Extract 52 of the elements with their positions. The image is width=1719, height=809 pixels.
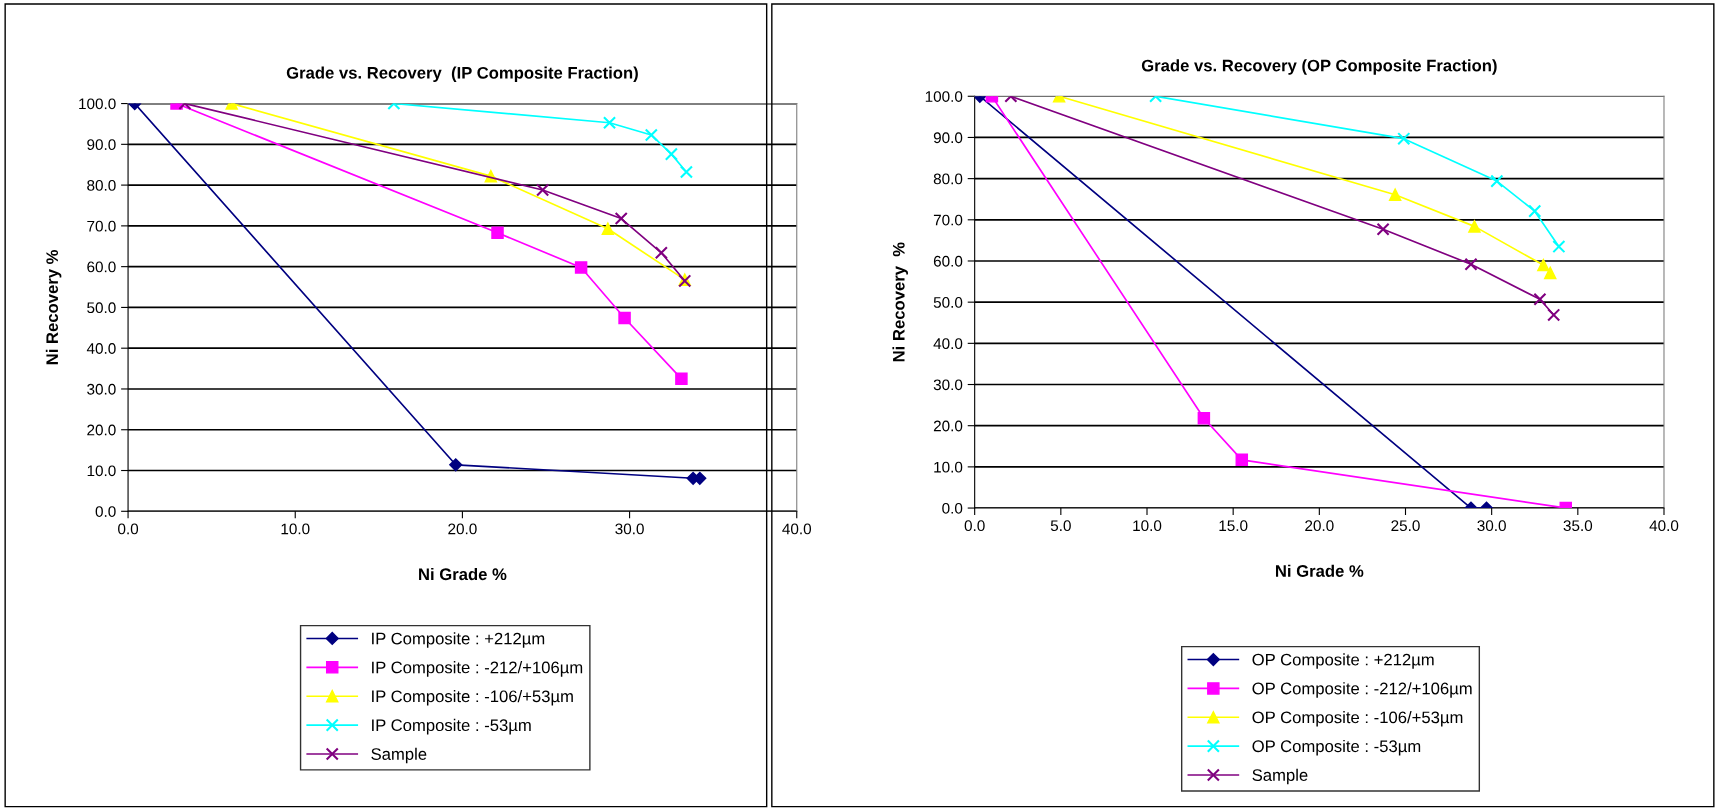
legend-label: IP Composite : -53µm bbox=[372, 718, 531, 735]
y-tick-label: 100.0 bbox=[79, 98, 116, 110]
x-tick-label: 35.0 bbox=[1563, 520, 1593, 532]
y-tick-label: 70.0 bbox=[87, 220, 116, 232]
y-tick-label: 0.0 bbox=[95, 506, 116, 517]
legend-label: Sample bbox=[1252, 768, 1308, 785]
y-tick-label: 40.0 bbox=[933, 338, 963, 350]
x-tick-label: 40.0 bbox=[782, 523, 812, 535]
y-tick-label: 80.0 bbox=[87, 179, 116, 191]
y-tick-label: 10.0 bbox=[934, 461, 963, 473]
x-tick-label: 20.0 bbox=[1305, 520, 1334, 532]
y-tick-label: 10.0 bbox=[87, 465, 116, 477]
legend-label: OP Composite : -212/+106µm bbox=[1252, 682, 1472, 698]
y-tick-label: 20.0 bbox=[87, 424, 116, 436]
chart-title: Grade vs. Recovery (OP Composite Fraction) bbox=[1141, 59, 1497, 75]
x-tick-label: 5.0 bbox=[1050, 520, 1071, 532]
y-tick-label: 80.0 bbox=[933, 173, 963, 185]
chart-title: Grade vs. Recovery (IP Composite Fraction) bbox=[286, 66, 638, 83]
legend-label: OP Composite : -53µm bbox=[1252, 739, 1421, 756]
x-tick-label: 40.0 bbox=[1649, 520, 1679, 532]
y-tick-label: 90.0 bbox=[87, 139, 116, 151]
x-tick-label: 30.0 bbox=[615, 523, 644, 535]
x-tick-label: 0.0 bbox=[118, 523, 139, 535]
y-tick-label: 90.0 bbox=[933, 132, 963, 144]
y-tick-label: 30.0 bbox=[933, 379, 963, 391]
x-tick-label: 20.0 bbox=[448, 523, 477, 535]
legend-label: IP Composite : -212/+106µm bbox=[372, 661, 583, 677]
legend-label: IP Composite : -106/+53µm bbox=[372, 689, 573, 706]
legend-label: Sample bbox=[371, 747, 427, 764]
legend-label: IP Composite : +212µm bbox=[372, 632, 545, 648]
y-tick-label: 0.0 bbox=[942, 502, 963, 514]
x-tick-label: 10.0 bbox=[1133, 520, 1162, 532]
legend-label: OP Composite : -106/+53µm bbox=[1252, 711, 1463, 727]
y-axis-title: Ni Recovery % bbox=[892, 242, 908, 362]
x-tick-label: 30.0 bbox=[1477, 520, 1506, 532]
x-axis-title: Ni Grade % bbox=[1275, 564, 1364, 577]
y-tick-label: 20.0 bbox=[933, 420, 963, 432]
y-tick-label: 50.0 bbox=[933, 297, 963, 308]
y-tick-label: 30.0 bbox=[87, 383, 116, 395]
y-tick-label: 100.0 bbox=[925, 91, 963, 102]
y-tick-label: 60.0 bbox=[933, 255, 963, 267]
x-tick-label: 25.0 bbox=[1391, 520, 1420, 532]
legend-label: OP Composite : +212µm bbox=[1252, 653, 1434, 669]
y-tick-label: 40.0 bbox=[86, 343, 116, 354]
x-tick-label: 0.0 bbox=[964, 520, 985, 532]
x-tick-label: 15.0 bbox=[1219, 520, 1248, 532]
x-tick-label: 10.0 bbox=[281, 523, 310, 535]
y-tick-label: 70.0 bbox=[933, 214, 963, 226]
y-axis-title: Ni Recovery % bbox=[45, 249, 62, 365]
y-tick-label: 50.0 bbox=[87, 302, 116, 314]
x-axis-title: Ni Grade % bbox=[419, 567, 507, 581]
y-tick-label: 60.0 bbox=[87, 261, 116, 273]
